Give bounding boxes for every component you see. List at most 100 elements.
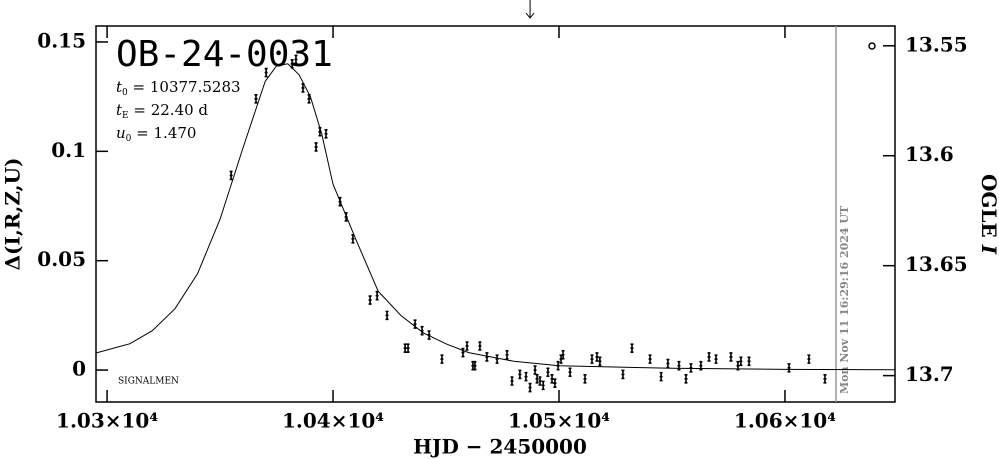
data-point [535,374,539,384]
data-point [314,142,318,152]
data-point [561,349,565,360]
chart-title: OB-24-0031 [116,34,333,75]
data-point [666,358,670,369]
data-point [510,376,514,386]
plot-frame [95,25,896,403]
data-point [729,352,733,362]
data-point [807,354,811,364]
data-point [736,360,740,371]
data-point [478,341,482,351]
data-point [301,83,305,93]
data-point [590,354,594,364]
data-point [546,367,550,378]
annotation: tE = 22.40 d [116,101,208,121]
symbol [868,42,876,50]
data-point [556,360,560,371]
data-point [385,310,389,321]
model-curve [95,63,896,371]
y2-label-text: OGLE [978,174,999,245]
x-tick-label: 1.03×10⁴ [56,409,158,433]
data-point [684,374,688,384]
data-point [294,54,298,65]
y2-tick-label: 13.65 [905,252,968,276]
y-tick-label: 0 [72,357,86,381]
x-tick-label: 1.06×10⁴ [734,409,836,433]
y2-label-italic: I [978,244,999,255]
data-point [823,374,827,384]
y-tick-label: 0.15 [37,28,86,52]
x-tick-label: 1.05×10⁴ [508,409,610,433]
data-point [533,365,537,375]
data-point [413,319,417,329]
annotation-rest: = 22.40 d [129,101,209,119]
data-point [677,360,681,371]
y-axis-label: Δ(I,R,Z,U) [1,158,25,271]
data-point [485,352,489,362]
data-point [518,369,522,380]
y2-tick-label: 13.6 [905,142,954,166]
annotation-sub: 0 [122,88,128,98]
data-point [621,369,625,380]
arrow [525,0,535,19]
data-point [338,196,342,207]
data-point [307,94,311,104]
data-point [550,374,554,384]
data-point [495,354,499,364]
data-point [318,126,322,137]
annotation-rest: = 10377.5283 [128,78,241,96]
data-point [351,234,355,244]
data-point [461,347,465,358]
data-point [553,378,557,388]
data-point [344,212,348,222]
annotation-sub: E [122,111,129,121]
data-point [427,330,431,340]
y2-tick-label: 13.55 [905,32,968,56]
data-point [375,290,379,301]
data-point [583,374,587,384]
data-point [747,356,751,367]
data-point [559,354,563,364]
annotation-var: u [116,124,126,142]
data-point [707,352,711,362]
data-point [473,360,477,371]
data-point [324,129,328,139]
data-point [541,380,545,391]
data-point [229,170,233,181]
credit: SIGNALMEN [118,377,179,387]
y-tick-label: 0.05 [37,247,86,271]
data-point [505,349,509,360]
data-point [739,356,743,367]
timestamp: Mon Nov 11 16:29:16 2024 UT [838,205,851,394]
data-point [471,360,475,371]
data-point [528,382,532,393]
data-point [368,295,372,305]
data-point [714,354,718,364]
data-point [290,59,294,69]
y-tick-label: 0.1 [51,138,86,162]
data-point [406,343,410,353]
data-point [264,67,268,78]
data-point [648,354,652,364]
data-point [465,341,469,351]
data-point [598,356,602,367]
data-point [699,360,703,371]
data-point [403,343,407,353]
data-point [568,367,572,378]
data-point [254,94,258,104]
data-point [659,371,663,382]
data-point [630,343,634,353]
data-point [420,325,424,336]
annotation: u0 = 1.470 [116,124,196,144]
x-axis-label: HJD − 2450000 [413,435,587,459]
data-point [787,363,791,373]
data-point [538,376,542,386]
y2-tick-label: 13.7 [905,362,954,386]
x-tick-label: 1.04×10⁴ [282,409,384,433]
annotation-sub: 0 [126,134,132,144]
data-point [524,371,528,382]
y2-axis-label: OGLE I [978,174,999,255]
annotation-var: t [116,101,123,119]
annotation: t0 = 10377.5283 [116,78,241,98]
data-point [689,363,693,373]
